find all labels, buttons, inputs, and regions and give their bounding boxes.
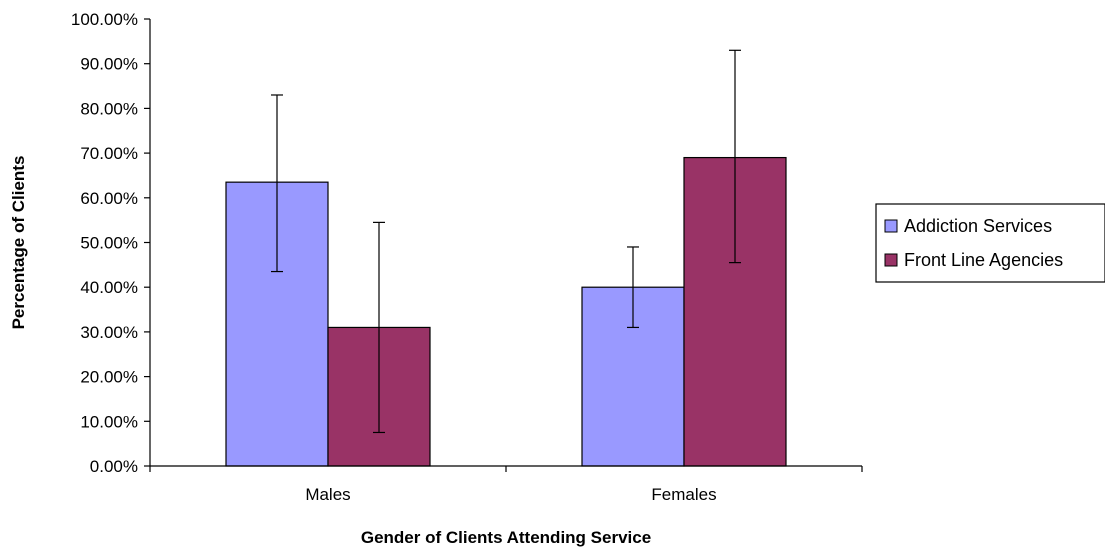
y-tick-label: 80.00% xyxy=(80,99,138,118)
legend-label-addiction-services: Addiction Services xyxy=(904,216,1052,236)
y-tick-label: 30.00% xyxy=(80,323,138,342)
y-tick-label: 70.00% xyxy=(80,144,138,163)
y-tick-label: 90.00% xyxy=(80,55,138,74)
x-tick-label-males: Males xyxy=(305,485,350,504)
labels-layer: 0.00% 10.00% 20.00% 30.00% 40.00% 50.00% 60.00… xyxy=(9,10,717,547)
legend: Addiction Services Front Line Agencies xyxy=(875,203,1105,283)
legend-box xyxy=(875,203,1105,283)
y-tick-label: 100.00% xyxy=(71,10,138,29)
legend-label-front-line-agencies: Front Line Agencies xyxy=(904,250,1063,270)
legend-swatch-addiction-services xyxy=(884,219,898,233)
error-bars-layer xyxy=(271,49,741,434)
x-tick-label-females: Females xyxy=(651,485,716,504)
legend-swatch-front-line-agencies xyxy=(884,253,898,267)
axes-layer xyxy=(144,18,863,472)
y-tick-label: 60.00% xyxy=(80,189,138,208)
y-tick-label: 20.00% xyxy=(80,368,138,387)
y-tick-label: 0.00% xyxy=(90,457,138,476)
bars-layer xyxy=(225,156,787,467)
y-tick-label: 10.00% xyxy=(80,412,138,431)
y-tick-label: 50.00% xyxy=(80,234,138,253)
x-axis-title: Gender of Clients Attending Service xyxy=(361,528,651,547)
y-tick-label: 40.00% xyxy=(80,278,138,297)
y-axis-title: Percentage of Clients xyxy=(9,156,28,330)
